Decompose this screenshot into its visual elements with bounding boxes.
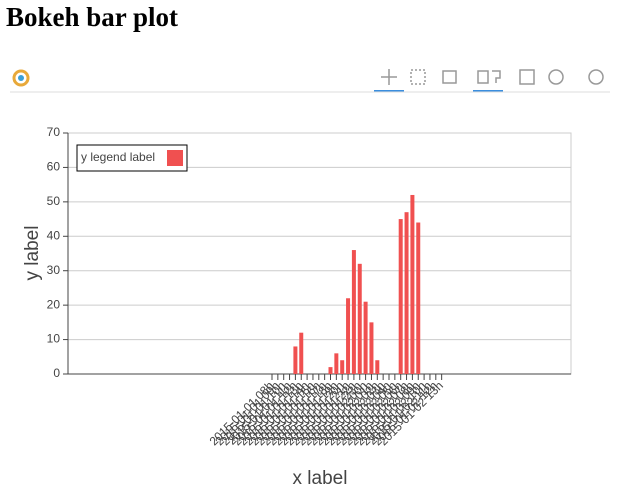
- y-tick-label: 40: [47, 228, 61, 242]
- page-title: Bokeh bar plot: [6, 2, 179, 32]
- x-axis-label: x label: [293, 468, 348, 488]
- bar: [293, 346, 298, 374]
- bar: [357, 263, 362, 374]
- y-tick-label: 60: [47, 160, 61, 174]
- reset-tool[interactable]: [548, 69, 564, 85]
- bokeh-logo-center: [18, 75, 24, 81]
- y-tick-label: 50: [47, 194, 61, 208]
- resize-tool[interactable]: [442, 70, 457, 84]
- y-tick-label: 70: [47, 125, 61, 139]
- bar: [363, 301, 368, 374]
- pan-tool[interactable]: [381, 69, 397, 85]
- bar: [351, 250, 356, 374]
- bar: [346, 298, 351, 374]
- save-tool[interactable]: [519, 69, 535, 85]
- bar: [340, 360, 345, 374]
- bar: [375, 360, 380, 374]
- box-zoom-tool[interactable]: [410, 69, 426, 85]
- bar: [299, 332, 304, 374]
- bar: [416, 222, 421, 374]
- y-tick-label: 10: [47, 332, 61, 346]
- help-tool[interactable]: [588, 69, 604, 85]
- bar: [334, 353, 339, 374]
- y-tick-label: 0: [53, 366, 60, 380]
- y-tick-label: 30: [47, 263, 61, 277]
- bar: [410, 194, 415, 374]
- toolbar: [10, 69, 610, 93]
- y-axis-label: y label: [22, 226, 43, 281]
- bar: [398, 219, 403, 374]
- bar: [328, 367, 333, 374]
- legend-label: y legend label: [81, 150, 155, 164]
- bokeh-logo: [12, 69, 30, 87]
- wheel-zoom-tool[interactable]: [477, 70, 501, 84]
- bar: [369, 322, 374, 374]
- bar: [404, 212, 409, 374]
- legend-swatch: [167, 150, 183, 166]
- y-tick-label: 20: [47, 297, 61, 311]
